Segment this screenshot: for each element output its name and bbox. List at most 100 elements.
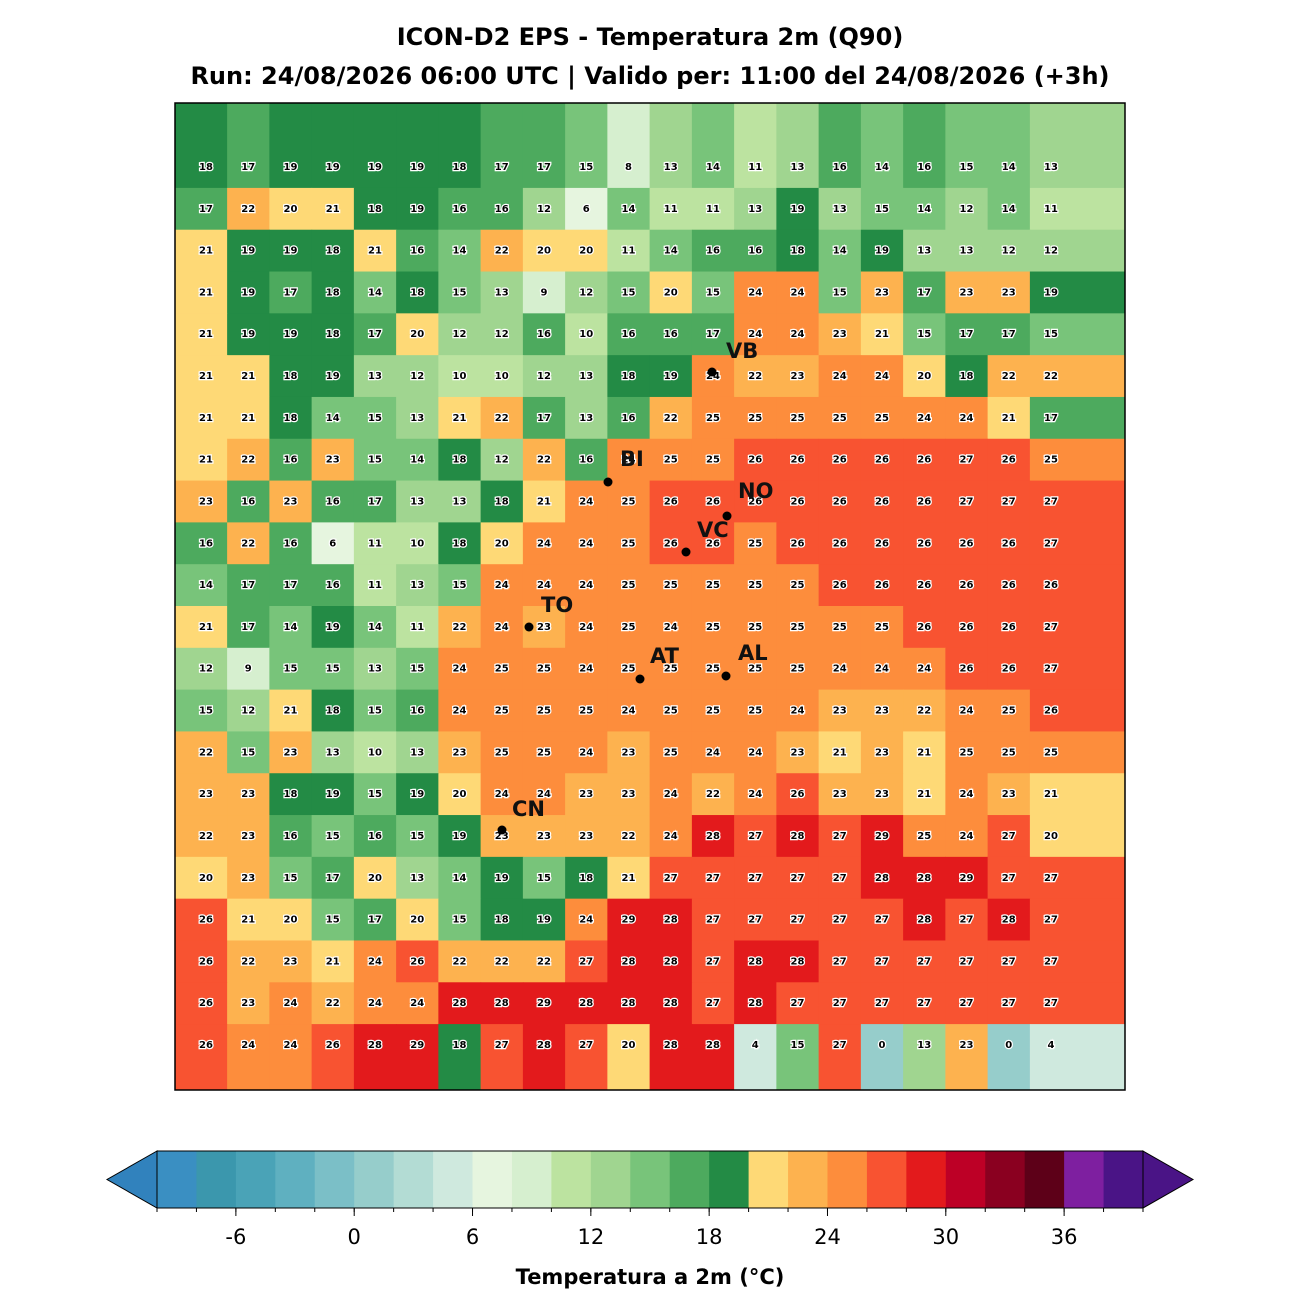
city-dot xyxy=(721,671,731,681)
cell xyxy=(776,815,820,858)
cell xyxy=(903,856,946,900)
value-label: 14 xyxy=(284,622,298,633)
cell xyxy=(175,564,228,607)
cell xyxy=(945,647,989,691)
value-label: 21 xyxy=(241,413,255,424)
cell xyxy=(691,689,735,732)
cell xyxy=(776,103,820,189)
cell xyxy=(227,856,270,900)
cell xyxy=(945,438,989,482)
cell xyxy=(903,815,946,858)
value-label: 15 xyxy=(453,915,467,926)
value-label: 16 xyxy=(495,204,509,215)
cell xyxy=(480,773,524,816)
cell xyxy=(1029,355,1125,398)
cell xyxy=(353,480,397,523)
cell xyxy=(353,313,397,356)
cell xyxy=(269,856,313,900)
colorbar-box xyxy=(1024,1151,1065,1208)
value-label: 26 xyxy=(199,915,213,926)
cell xyxy=(269,313,313,356)
value-label: 21 xyxy=(917,747,931,758)
cell xyxy=(987,313,1031,356)
cell xyxy=(565,856,608,900)
value-label: 24 xyxy=(833,664,847,675)
cell xyxy=(860,940,904,983)
cell xyxy=(353,689,397,732)
value-label: 15 xyxy=(368,455,382,466)
cell xyxy=(734,355,777,398)
value-label: 22 xyxy=(537,956,551,967)
value-label: 28 xyxy=(622,956,636,967)
cell xyxy=(175,982,228,1025)
cell xyxy=(396,773,439,816)
cell xyxy=(311,815,355,858)
value-label: 25 xyxy=(791,622,805,633)
value-label: 29 xyxy=(875,831,889,842)
cell xyxy=(353,396,397,440)
cities: VB BI NO VC TO AT AL CN xyxy=(497,339,773,835)
value-label: 9 xyxy=(245,664,252,675)
value-label: 13 xyxy=(326,747,340,758)
value-label: 23 xyxy=(833,789,847,800)
cell xyxy=(227,940,270,983)
value-label: 16 xyxy=(284,538,298,549)
value-label: 21 xyxy=(326,956,340,967)
value-label: 27 xyxy=(706,873,720,884)
value-label: 13 xyxy=(748,204,762,215)
value-label: 16 xyxy=(579,455,593,466)
cell xyxy=(175,940,228,983)
cell xyxy=(269,355,313,398)
cell xyxy=(860,480,904,523)
cell xyxy=(396,647,439,691)
cell xyxy=(522,271,566,314)
value-label: 26 xyxy=(833,496,847,507)
cell xyxy=(269,647,313,691)
value-label: 25 xyxy=(791,664,805,675)
value-label: 21 xyxy=(241,371,255,382)
value-label: 24 xyxy=(453,664,467,675)
cell xyxy=(269,606,313,649)
cell xyxy=(945,940,989,983)
cell xyxy=(353,982,397,1025)
value-label: 24 xyxy=(453,706,467,717)
value-label: 17 xyxy=(284,287,298,298)
cell xyxy=(734,438,777,482)
cell xyxy=(396,731,439,774)
cell xyxy=(649,689,693,732)
value-label: 22 xyxy=(495,246,509,257)
cell xyxy=(396,355,439,398)
cell xyxy=(269,396,313,440)
cell xyxy=(691,1024,735,1090)
cell xyxy=(903,898,946,941)
value-label: 18 xyxy=(960,371,974,382)
value-label: 24 xyxy=(748,329,762,340)
cell xyxy=(311,522,355,565)
cell xyxy=(175,1024,228,1090)
value-label: 24 xyxy=(960,413,974,424)
cell xyxy=(903,773,946,816)
value-label: 27 xyxy=(1044,956,1058,967)
value-label: 23 xyxy=(453,747,467,758)
cell xyxy=(818,856,862,900)
value-label: 26 xyxy=(199,1040,213,1051)
colorbar-box xyxy=(511,1151,552,1208)
value-label: 21 xyxy=(622,873,636,884)
value-label: 19 xyxy=(368,162,382,173)
cell xyxy=(480,856,524,900)
cell xyxy=(903,689,946,732)
value-label: 28 xyxy=(622,998,636,1009)
cell xyxy=(860,522,904,565)
colorbar-label: Temperatura a 2m (°C) xyxy=(516,1265,785,1289)
cell xyxy=(903,731,946,774)
value-label: 25 xyxy=(495,664,509,675)
cell xyxy=(522,1024,566,1090)
value-label: 25 xyxy=(706,580,720,591)
colorbar-box xyxy=(866,1151,907,1208)
cell xyxy=(607,355,651,398)
cell xyxy=(480,689,524,732)
value-label: 26 xyxy=(833,538,847,549)
cell xyxy=(353,1024,397,1090)
cell xyxy=(227,187,270,231)
value-label: 17 xyxy=(917,287,931,298)
